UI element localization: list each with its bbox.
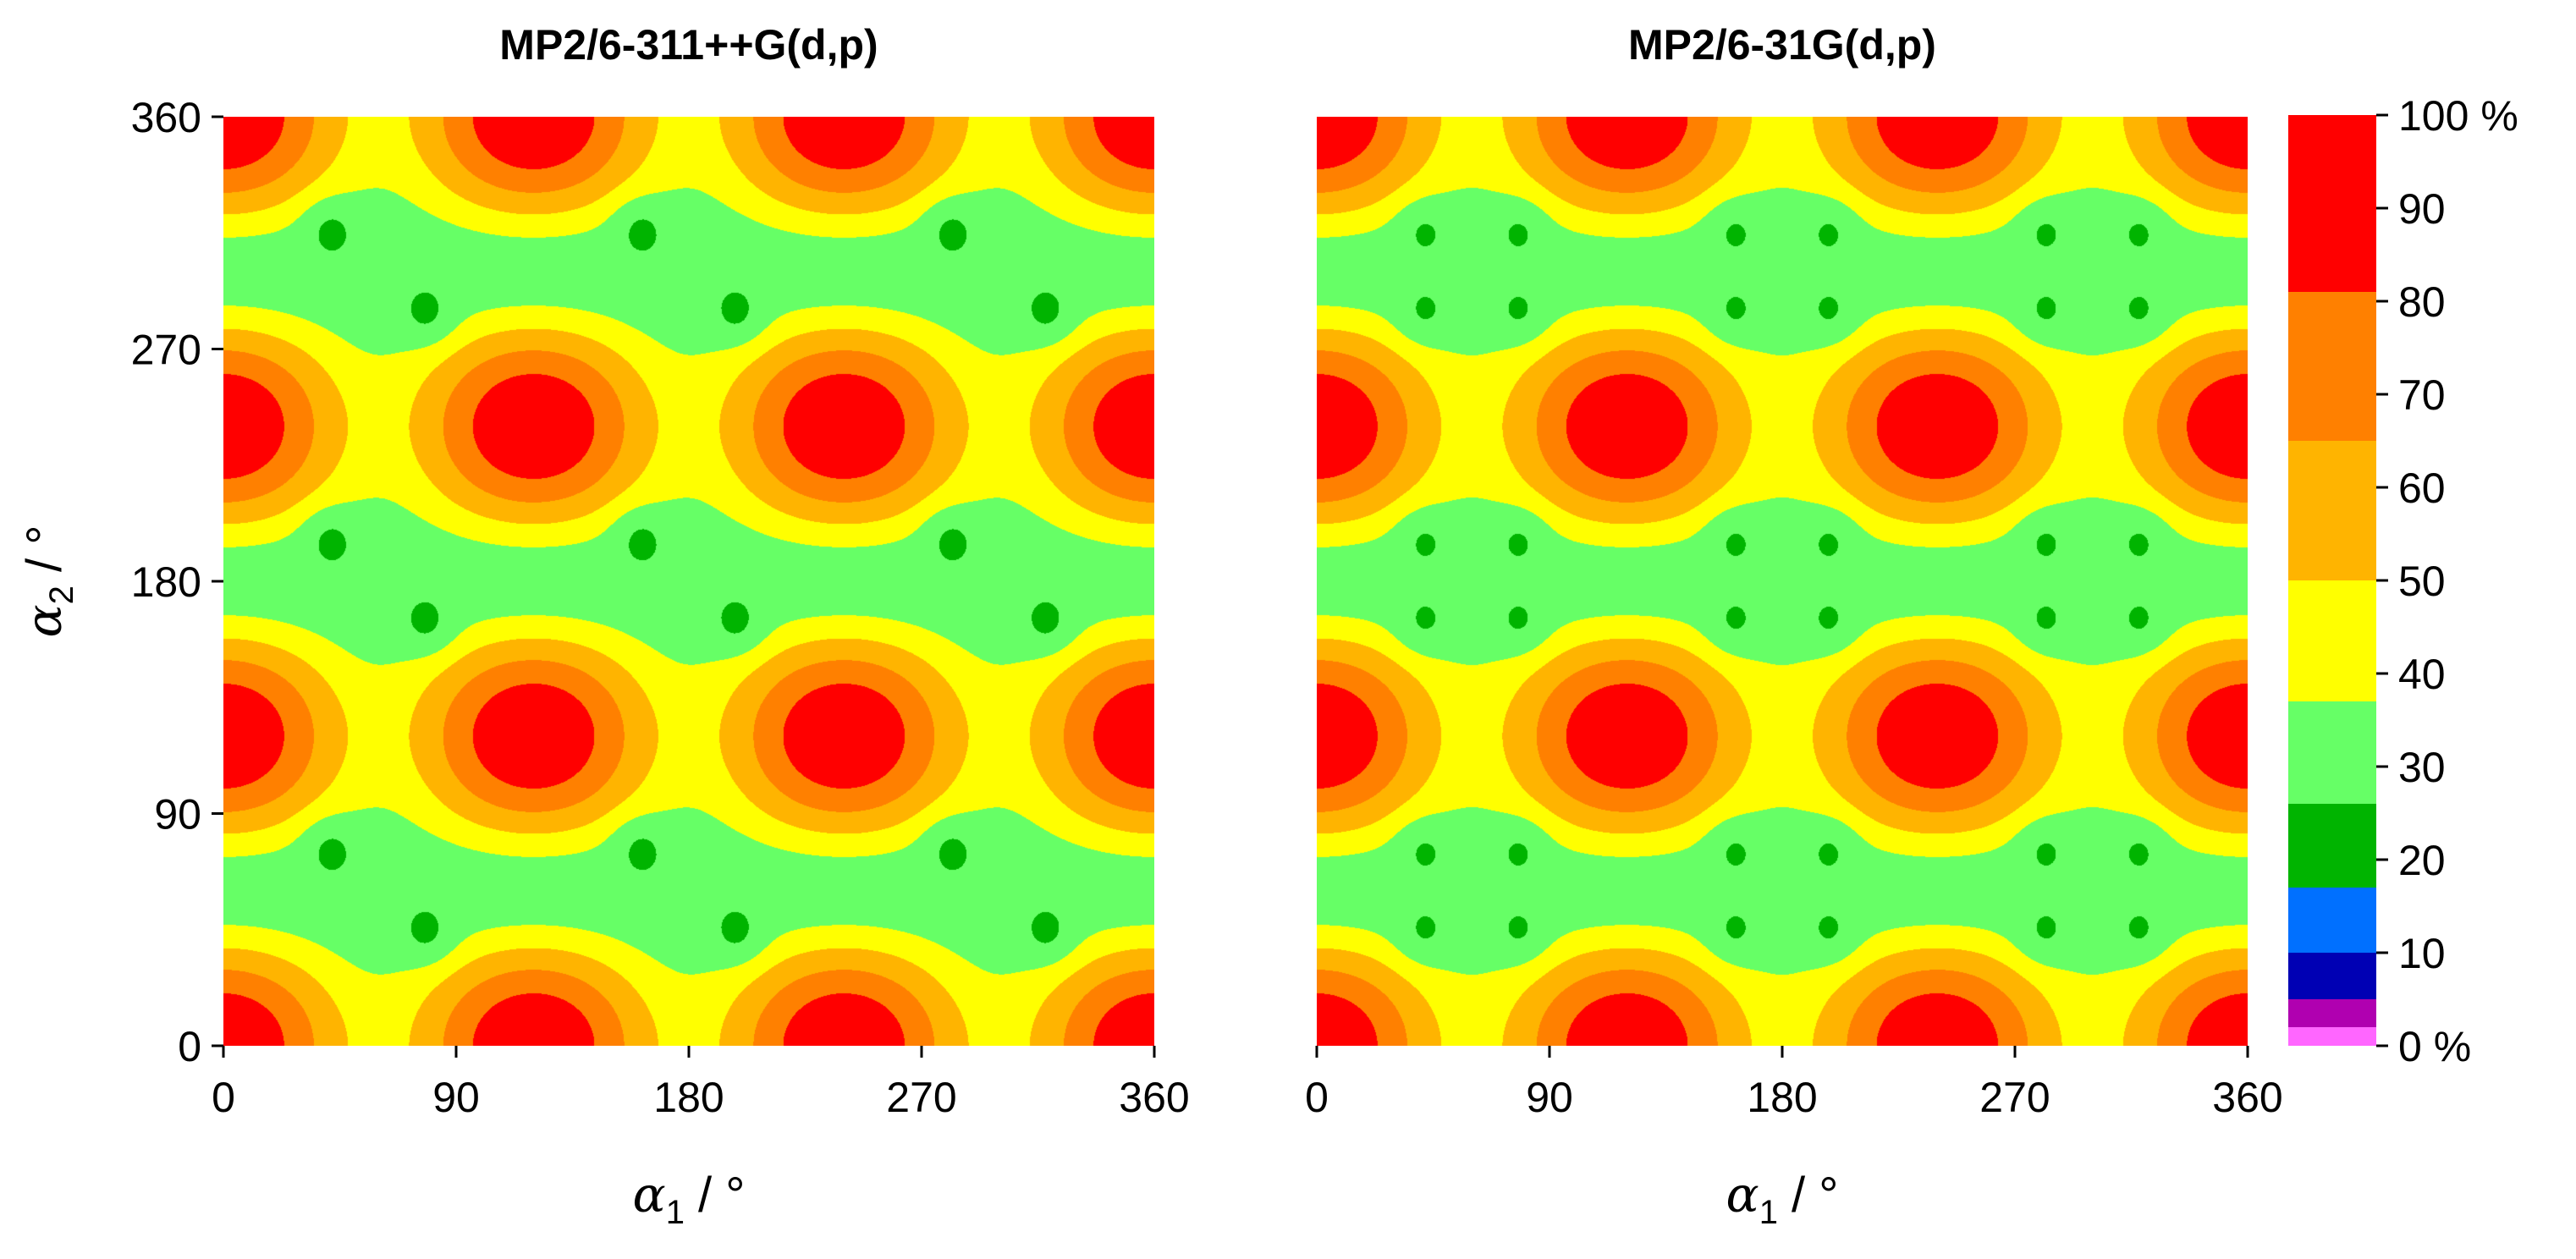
- x-tick-label: 90: [1526, 1074, 1573, 1121]
- colorbar-label: 80: [2398, 278, 2446, 326]
- y-tick-label: 180: [131, 558, 201, 606]
- panel-title: MP2/6-311++G(d,p): [499, 21, 878, 69]
- x-tick-label: 180: [653, 1074, 724, 1121]
- x-tick-label: 180: [1747, 1074, 1817, 1121]
- contour-surface: [1317, 117, 2248, 1046]
- colorbar-band: [2288, 701, 2376, 804]
- panel-title: MP2/6-31G(d,p): [1628, 21, 1936, 69]
- colorbar-label: 20: [2398, 837, 2446, 884]
- colorbar-band: [2288, 888, 2376, 953]
- colorbar-label: 70: [2398, 371, 2446, 419]
- colorbar-band: [2288, 292, 2376, 441]
- colorbar-label: 100 %: [2398, 92, 2518, 140]
- x-tick-label: 270: [1979, 1074, 2050, 1121]
- colorbar-label: 10: [2398, 930, 2446, 977]
- y-tick-label: 360: [131, 94, 201, 141]
- colorbar-band: [2288, 804, 2376, 888]
- colorbar-label: 0 %: [2398, 1023, 2471, 1070]
- colorbar-label: 90: [2398, 185, 2446, 233]
- x-tick-label: 90: [432, 1074, 480, 1121]
- x-axis-label: α1 / °: [633, 1166, 746, 1231]
- colorbar-band: [2288, 580, 2376, 701]
- x-tick-label: 360: [1119, 1074, 1189, 1121]
- y-tick-label: 90: [154, 791, 201, 838]
- colorbar-band: [2288, 999, 2376, 1027]
- colorbar-label: 50: [2398, 558, 2446, 605]
- x-tick-label: 0: [1305, 1074, 1329, 1121]
- colorbar-band: [2288, 953, 2376, 999]
- left-contour-panel: MP2/6-311++G(d,p) 0 90 180 270 360 0 90 180 270 36…: [15, 21, 1190, 1231]
- y-tick-label: 270: [131, 327, 201, 374]
- x-tick-label: 0: [212, 1074, 235, 1121]
- colorbar-band: [2288, 441, 2376, 580]
- x-tick-label: 270: [886, 1074, 956, 1121]
- x-axis-label: α1 / °: [1726, 1166, 1839, 1231]
- y-tick-label: 0: [178, 1023, 201, 1070]
- colorbar-band: [2288, 115, 2376, 292]
- contour-surface: [223, 117, 1154, 1046]
- colorbar-label: 30: [2398, 744, 2446, 791]
- y-axis-label: α2 / °: [15, 525, 80, 638]
- colorbar-label: 60: [2398, 465, 2446, 512]
- colorbar-band: [2288, 1027, 2376, 1046]
- right-contour-panel: MP2/6-31G(d,p) 0 90 180 270 360 α1 / °: [1305, 21, 2283, 1231]
- colorbar-label: 40: [2398, 651, 2446, 698]
- x-tick-label: 360: [2212, 1074, 2282, 1121]
